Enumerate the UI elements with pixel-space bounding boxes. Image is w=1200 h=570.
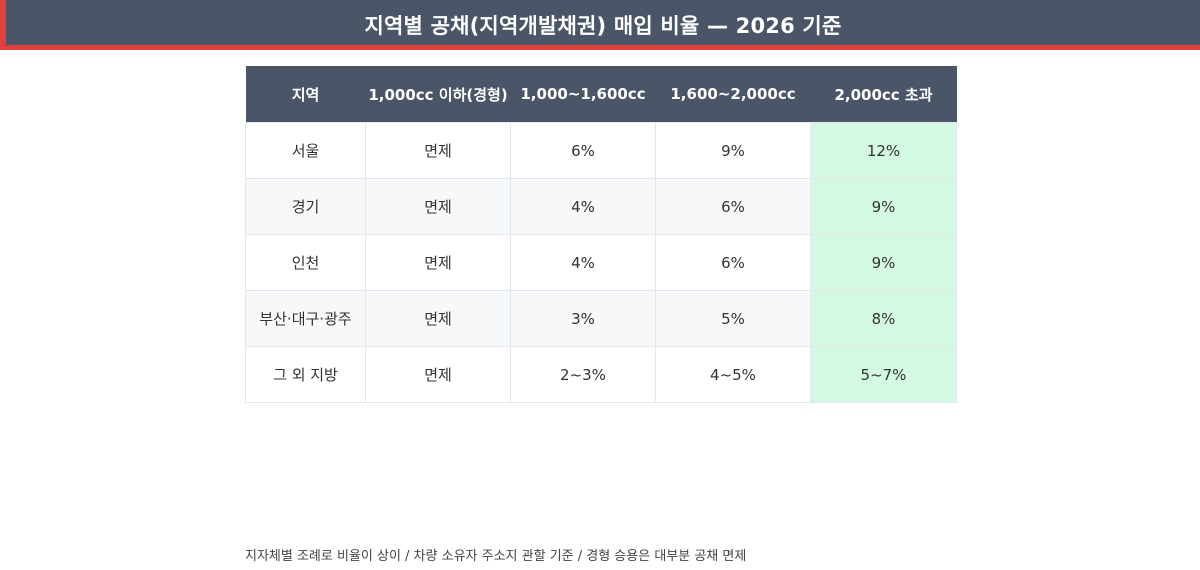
column-header-over-2000cc: 2,000cc 초과 <box>810 66 957 123</box>
table-row: 부산·대구·광주 면제 3% 5% 8% <box>245 290 957 347</box>
footnote: 지자체별 조례로 비율이 상이 / 차량 소유자 주소지 관할 기준 / 경형 … <box>245 549 747 564</box>
rate-cell: 면제 <box>365 178 511 235</box>
table-row: 그 외 지방 면제 2~3% 4~5% 5~7% <box>245 346 957 403</box>
rate-cell-highlight: 8% <box>810 290 957 347</box>
rate-cell-highlight: 9% <box>810 178 957 235</box>
rate-cell: 4~5% <box>655 346 811 403</box>
rate-cell: 면제 <box>365 234 511 291</box>
column-header-under-1000cc: 1,000cc 이하(경형) <box>365 66 511 123</box>
rate-cell: 6% <box>655 234 811 291</box>
rate-cell: 4% <box>510 234 656 291</box>
region-cell: 부산·대구·광주 <box>245 290 366 347</box>
column-header-1600-2000cc: 1,600~2,000cc <box>655 66 811 123</box>
rate-cell-highlight: 9% <box>810 234 957 291</box>
purchase-rate-table: 지역 1,000cc 이하(경형) 1,000~1,600cc 1,600~2,… <box>245 66 957 403</box>
column-header-1000-1600cc: 1,000~1,600cc <box>510 66 656 123</box>
rate-cell-highlight: 12% <box>810 122 957 179</box>
region-cell: 서울 <box>245 122 366 179</box>
rate-cell: 5% <box>655 290 811 347</box>
rate-cell: 면제 <box>365 122 511 179</box>
rate-cell: 면제 <box>365 290 511 347</box>
page-title: 지역별 공채(지역개발채권) 매입 비율 — 2026 기준 <box>364 14 842 38</box>
rate-cell: 면제 <box>365 346 511 403</box>
rate-cell-highlight: 5~7% <box>810 346 957 403</box>
table-row: 인천 면제 4% 6% 9% <box>245 234 957 291</box>
rate-cell: 2~3% <box>510 346 656 403</box>
rate-cell: 6% <box>655 178 811 235</box>
rate-cell: 6% <box>510 122 656 179</box>
rate-cell: 4% <box>510 178 656 235</box>
region-cell: 경기 <box>245 178 366 235</box>
region-cell: 인천 <box>245 234 366 291</box>
rate-cell: 9% <box>655 122 811 179</box>
table-row: 서울 면제 6% 9% 12% <box>245 122 957 179</box>
table-row: 경기 면제 4% 6% 9% <box>245 178 957 235</box>
column-header-region: 지역 <box>245 66 366 123</box>
title-banner: 지역별 공채(지역개발채권) 매입 비율 — 2026 기준 <box>0 0 1200 50</box>
region-cell: 그 외 지방 <box>245 346 366 403</box>
table-header-row: 지역 1,000cc 이하(경형) 1,000~1,600cc 1,600~2,… <box>245 66 957 123</box>
rate-cell: 3% <box>510 290 656 347</box>
